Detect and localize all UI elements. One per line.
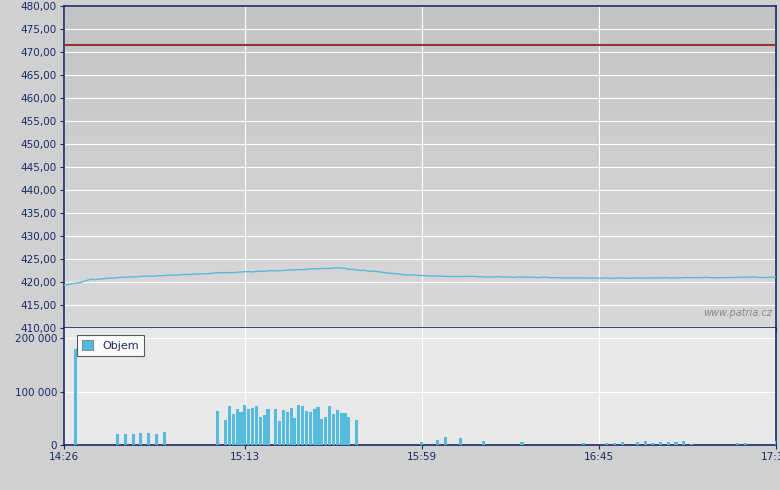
Text: www.patria.cz: www.patria.cz (704, 308, 772, 318)
Bar (317, 407, 320, 445)
Bar (459, 438, 462, 445)
Bar (744, 443, 746, 445)
Bar (636, 441, 639, 445)
Bar (263, 415, 266, 445)
Bar (259, 417, 262, 445)
Bar (289, 408, 292, 445)
Bar (147, 433, 151, 445)
Bar (285, 412, 289, 445)
Bar (251, 408, 254, 445)
Bar (690, 443, 693, 445)
Bar (309, 413, 312, 445)
Bar (644, 441, 647, 445)
Bar (651, 443, 654, 445)
Bar (228, 406, 231, 445)
Bar (343, 414, 346, 445)
Bar (335, 410, 339, 445)
Bar (339, 414, 342, 445)
Bar (444, 437, 447, 445)
Bar (232, 415, 235, 445)
Bar (347, 416, 350, 445)
Bar (305, 411, 308, 445)
Bar (224, 420, 227, 445)
Bar (267, 409, 270, 445)
Bar (436, 441, 439, 445)
Bar (140, 433, 143, 445)
Bar (582, 442, 585, 445)
Bar (313, 410, 316, 445)
Bar (162, 432, 165, 445)
Bar (124, 434, 127, 445)
Bar (321, 419, 324, 445)
Bar (667, 442, 670, 445)
Bar (154, 434, 158, 445)
Bar (243, 405, 246, 445)
Bar (775, 441, 778, 445)
Bar (332, 414, 335, 445)
Bar (736, 442, 739, 445)
Bar (278, 420, 281, 445)
Bar (605, 443, 608, 445)
Bar (301, 407, 304, 445)
Bar (613, 443, 616, 445)
Bar (274, 409, 277, 445)
Bar (116, 434, 119, 445)
Bar (297, 405, 300, 445)
Bar (239, 412, 243, 445)
Bar (482, 441, 485, 445)
Bar (132, 434, 135, 445)
Bar (675, 442, 678, 445)
Bar (621, 442, 624, 445)
Bar (282, 410, 285, 445)
Bar (236, 409, 239, 445)
Bar (216, 412, 219, 445)
Bar (255, 406, 258, 445)
Legend: Objem: Objem (76, 335, 144, 356)
Bar (293, 418, 296, 445)
Bar (520, 441, 523, 445)
Bar (74, 349, 77, 445)
Bar (355, 420, 358, 445)
Bar (328, 406, 331, 445)
Bar (682, 441, 686, 445)
Bar (420, 442, 424, 445)
Bar (324, 417, 328, 445)
Bar (659, 442, 662, 445)
Bar (247, 409, 250, 445)
